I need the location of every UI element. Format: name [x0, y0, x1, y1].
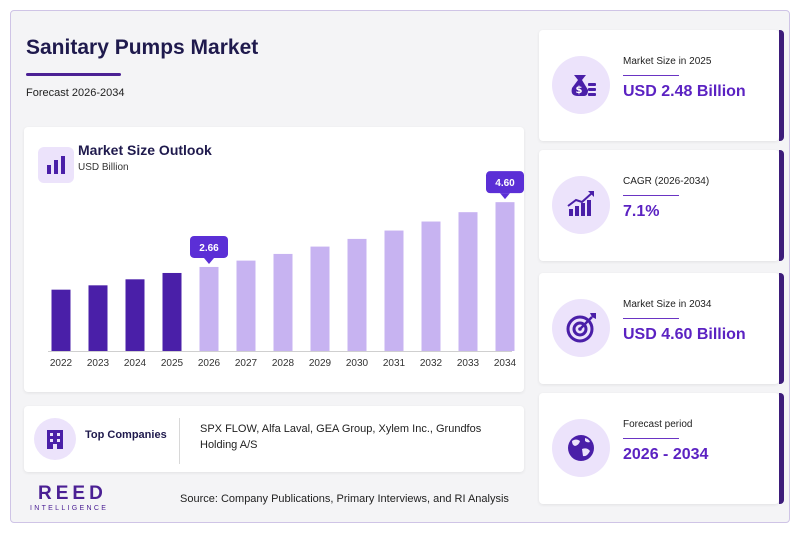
x-tick-label: 2031: [383, 358, 406, 369]
x-tick-label: 2029: [309, 358, 332, 369]
building-icon: [34, 418, 76, 460]
callout-box: [486, 171, 524, 194]
stat-card-cagr: CAGR (2026-2034) 7.1%: [539, 150, 784, 261]
svg-text:$: $: [576, 85, 583, 96]
bar-chart-icon: [38, 147, 74, 183]
chart-card: Market Size Outlook USD Billion 2022 2023…: [24, 127, 524, 392]
money-bag-icon: $: [552, 56, 610, 114]
stat-rule: [623, 195, 679, 196]
x-tick-label: 2026: [198, 358, 221, 369]
bar-2028: [273, 253, 293, 351]
chart-title: Market Size Outlook: [78, 142, 212, 158]
stat-rule: [623, 438, 679, 439]
top-companies-list: SPX FLOW, Alfa Laval, GEA Group, Xylem I…: [200, 423, 482, 451]
divider: [179, 418, 180, 464]
stat-card-forecast-period: Forecast period 2026 - 2034: [539, 393, 784, 504]
x-tick-label: 2034: [494, 358, 517, 369]
x-tick-label: 2025: [161, 358, 184, 369]
stat-value: USD 2.48 Billion: [623, 83, 746, 100]
callout-pointer: [500, 193, 510, 200]
x-tick-label: 2028: [272, 358, 295, 369]
bar-2022: [51, 289, 71, 351]
stat-value: USD 4.60 Billion: [623, 326, 746, 343]
bar-2031: [384, 230, 404, 351]
top-companies-label: Top Companies: [85, 429, 167, 441]
bar-2034: [495, 202, 515, 351]
stat-value: 7.1%: [623, 203, 660, 220]
callout-label: 4.60: [495, 178, 515, 189]
x-tick-label: 2032: [420, 358, 443, 369]
stat-label: Market Size in 2034: [623, 299, 712, 310]
globe-icon: [552, 419, 610, 477]
stat-label: CAGR (2026-2034): [623, 176, 710, 187]
x-tick-label: 2030: [346, 358, 369, 369]
stat-card-market-size-2025: $ Market Size in 2025 USD 2.48 Billion: [539, 30, 784, 141]
callout-pointer: [204, 257, 214, 264]
x-tick-label: 2024: [124, 358, 147, 369]
bar-2032: [421, 221, 441, 351]
title-underline: [26, 73, 121, 76]
stat-label: Market Size in 2025: [623, 56, 712, 67]
bar-2029: [310, 246, 330, 351]
stat-rule: [623, 75, 679, 76]
x-tick-label: 2022: [50, 358, 73, 369]
bar-chart: 2022 2023 2024 2025 2026 2027 2028 2029 2030 2031…: [48, 171, 524, 369]
bar-2027: [236, 260, 256, 351]
x-tick-label: 2023: [87, 358, 110, 369]
logo-wordmark: REED: [38, 483, 107, 504]
target-icon: [552, 299, 610, 357]
page-subtitle: Forecast 2026-2034: [26, 87, 125, 99]
callout-box: [190, 235, 228, 258]
stat-rule: [623, 318, 679, 319]
bar-2024: [125, 279, 145, 351]
top-companies-card: Top Companies SPX FLOW, Alfa Laval, GEA …: [24, 406, 524, 472]
growth-chart-icon: [552, 176, 610, 234]
callout-label: 2.66: [199, 243, 219, 254]
page-title: Sanitary Pumps Market: [26, 36, 259, 59]
x-tick-label: 2027: [235, 358, 258, 369]
bar-2033: [458, 212, 478, 351]
bar-2025: [162, 272, 182, 351]
stat-label: Forecast period: [623, 419, 693, 430]
bar-2030: [347, 238, 367, 351]
stat-value: 2026 - 2034: [623, 446, 709, 463]
x-tick-label: 2033: [457, 358, 480, 369]
stat-card-market-size-2034: Market Size in 2034 USD 4.60 Billion: [539, 273, 784, 384]
chart-unit: USD Billion: [78, 162, 129, 173]
bar-2023: [88, 285, 108, 351]
logo-tagline: INTELLIGENCE: [30, 505, 109, 512]
bar-2026: [199, 266, 219, 351]
source-note: Source: Company Publications, Primary In…: [180, 493, 509, 505]
